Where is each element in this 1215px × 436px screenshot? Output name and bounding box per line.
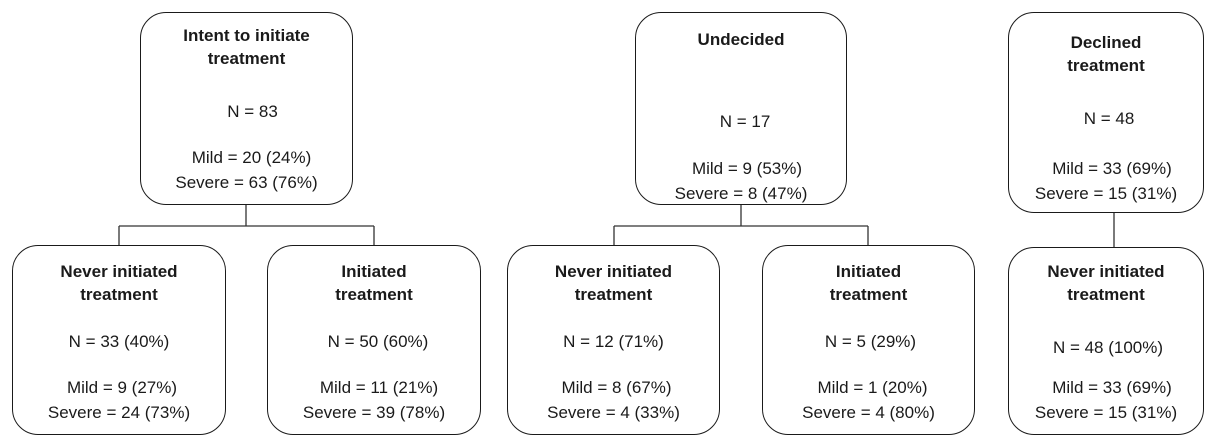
declined-severe: Severe = 15 (31%) [1034, 184, 1178, 203]
intent-initiated-mild: Mild = 11 (21%) [319, 378, 439, 397]
intent-initiated-severe: Severe = 39 (78%) [302, 403, 446, 422]
intent-severe: Severe = 63 (76%) [175, 173, 318, 192]
undecided-never-severe: Severe = 4 (33%) [547, 403, 680, 422]
undecided-never-n: N = 12 (71%) [563, 332, 664, 351]
intent-never-title-line-1: Never initiated [60, 262, 178, 281]
declined-never-title: Never initiated treatment [1009, 260, 1203, 306]
undecided-n: N = 17 [719, 112, 771, 131]
declined-never-initiated-box: Never initiated treatment N = 48 (100%) … [1008, 247, 1204, 435]
intent-never-mild: Mild = 9 (27%) [66, 378, 178, 397]
intent-initiated-title-line-1: Initiated [341, 262, 407, 281]
declined-mild: Mild = 33 (69%) [1052, 159, 1172, 178]
undecided-box: Undecided N = 17 Mild = 9 (53%) Severe =… [635, 12, 847, 205]
intent-initiated-title-line-2: treatment [335, 285, 413, 304]
undecided-initiated-title-line-1: Initiated [835, 262, 902, 281]
declined-title-line-2: treatment [1067, 56, 1145, 75]
declined-never-title-line-1: Never initiated [1047, 262, 1165, 281]
intent-initiated-n: N = 50 (60%) [327, 332, 429, 351]
undecided-severe: Severe = 8 (47%) [674, 184, 808, 203]
intent-mild: Mild = 20 (24%) [191, 148, 312, 167]
undecided-never-title: Never initiated treatment [508, 260, 719, 306]
undecided-never-title-line-1: Never initiated [554, 262, 673, 281]
intent-initiated-title: Initiated treatment [268, 260, 480, 306]
intent-n: N = 83 [227, 102, 278, 121]
intent-initiated-box: Initiated treatment N = 50 (60%) Mild = … [267, 245, 481, 435]
undecided-initiated-n: N = 5 (29%) [824, 332, 917, 351]
undecided-never-initiated-box: Never initiated treatment N = 12 (71%) M… [507, 245, 720, 435]
undecided-initiated-title: Initiated treatment [763, 260, 974, 306]
intent-never-severe: Severe = 24 (73%) [47, 403, 191, 422]
declined-box: Declined treatment N = 48 Mild = 33 (69%… [1008, 12, 1204, 213]
undecided-initiated-title-line-2: treatment [829, 285, 908, 304]
undecided-title-line-1: Undecided [697, 30, 785, 49]
declined-title-line-1: Declined [1070, 33, 1142, 52]
undecided-title: Undecided [636, 28, 846, 51]
intent-never-title-line-2: treatment [80, 285, 158, 304]
declined-never-title-line-2: treatment [1067, 285, 1145, 304]
intent-never-n: N = 33 (40%) [68, 332, 170, 351]
undecided-initiated-mild: Mild = 1 (20%) [817, 378, 928, 397]
intent-never-title: Never initiated treatment [13, 260, 225, 306]
undecided-mild: Mild = 9 (53%) [691, 159, 803, 178]
intent-title: Intent to initiate treatment [141, 24, 352, 70]
intent-title-line-2: treatment [207, 49, 286, 68]
undecided-initiated-box: Initiated treatment N = 5 (29%) Mild = 1… [762, 245, 975, 435]
intent-never-initiated-box: Never initiated treatment N = 33 (40%) M… [12, 245, 226, 435]
undecided-never-mild: Mild = 8 (67%) [561, 378, 672, 397]
declined-n: N = 48 [1083, 109, 1135, 128]
intent-title-line-1: Intent to initiate [183, 26, 310, 45]
undecided-initiated-severe: Severe = 4 (80%) [802, 403, 935, 422]
declined-never-severe: Severe = 15 (31%) [1034, 403, 1178, 422]
declined-never-n: N = 48 (100%) [1052, 338, 1164, 357]
declined-title: Declined treatment [1009, 31, 1203, 77]
declined-never-mild: Mild = 33 (69%) [1052, 378, 1172, 397]
intent-box: Intent to initiate treatment N = 83 Mild… [140, 12, 353, 205]
undecided-never-title-line-2: treatment [574, 285, 653, 304]
